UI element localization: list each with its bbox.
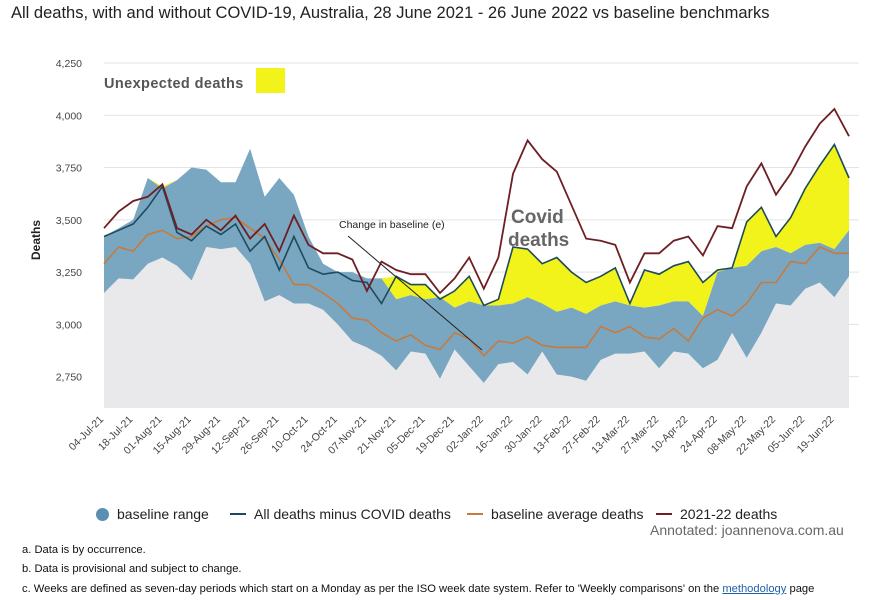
legend-swatch: [96, 507, 109, 521]
chart-title: All deaths, with and without COVID-19, A…: [11, 4, 770, 22]
y-axis-label: Deaths: [29, 220, 43, 260]
line-baseline-average: [103, 216, 849, 357]
y-tick-label: 4,250: [56, 58, 82, 70]
legend-label: baseline average deaths: [491, 506, 644, 522]
chart-areas: [104, 144, 849, 408]
y-tick-label: 3,000: [56, 319, 82, 331]
chart-annotations: Unexpected deaths Change in baseline (e) C…: [104, 68, 569, 351]
legend-swatch: [656, 513, 672, 515]
legend-swatch: [467, 513, 483, 515]
y-tick-label: 3,250: [56, 267, 82, 279]
y-tick-label: 3,750: [56, 163, 82, 175]
footnote-a: a. Data is by occurrence.: [22, 544, 146, 556]
legend-item-all-minus-covid: All deaths minus COVID deaths: [230, 504, 451, 524]
chart-plot: 2,750 3,000 3,250 3,500 3,750 4,000 4,250 04-J…: [29, 58, 859, 458]
annotation-covid: Covid: [511, 207, 564, 228]
footnotes: a. Data is by occurrence. b. Data is pro…: [22, 541, 814, 599]
legend-item-deaths-2021-22: 2021-22 deaths: [656, 504, 777, 524]
legend-item-baseline-average: baseline average deaths: [467, 504, 644, 524]
chart-lines: [103, 107, 850, 357]
legend-item-baseline-range: baseline range: [96, 504, 209, 524]
line-2021-22-deaths: [103, 107, 850, 295]
line-all-minus-covid: [103, 142, 850, 307]
y-tick-label: 2,750: [56, 372, 82, 384]
footnote-c-tail: page: [786, 582, 815, 595]
area-baseline-range: [104, 148, 849, 383]
unexpected-deaths-swatch: [256, 68, 285, 93]
area-unexpected-deaths: [104, 144, 849, 316]
x-tick-labels: 04-Jul-2118-Jul-2101-Aug-2115-Aug-2129-A…: [67, 414, 837, 458]
annotation-credit: Annotated: joannenova.com.au: [650, 522, 844, 538]
footnote-c-text: c. Weeks are defined as seven-day period…: [22, 582, 723, 595]
annotation-pointer-line: [347, 235, 483, 351]
y-tick-labels: 2,750 3,000 3,250 3,500 3,750 4,000 4,250: [56, 58, 82, 384]
y-tick-label: 4,000: [56, 110, 82, 122]
annotation-deaths: deaths: [508, 230, 569, 251]
annotation-baseline-change: Change in baseline (e): [339, 219, 445, 231]
legend-swatch: [230, 513, 246, 515]
methodology-link[interactable]: methodology: [722, 582, 787, 595]
y-tick-label: 3,500: [56, 215, 82, 227]
area-below-baseline: [104, 247, 849, 408]
annotation-unexpected-deaths: Unexpected deaths: [104, 76, 244, 92]
legend-label: All deaths minus COVID deaths: [254, 506, 451, 522]
chart-legend: baseline range All deaths minus COVID de…: [96, 504, 796, 524]
footnote-b: b. Data is provisional and subject to ch…: [22, 563, 242, 576]
footnote-c: c. Weeks are defined as seven-day period…: [22, 580, 814, 599]
legend-label: baseline range: [117, 506, 209, 522]
legend-label: 2021-22 deaths: [680, 506, 778, 522]
